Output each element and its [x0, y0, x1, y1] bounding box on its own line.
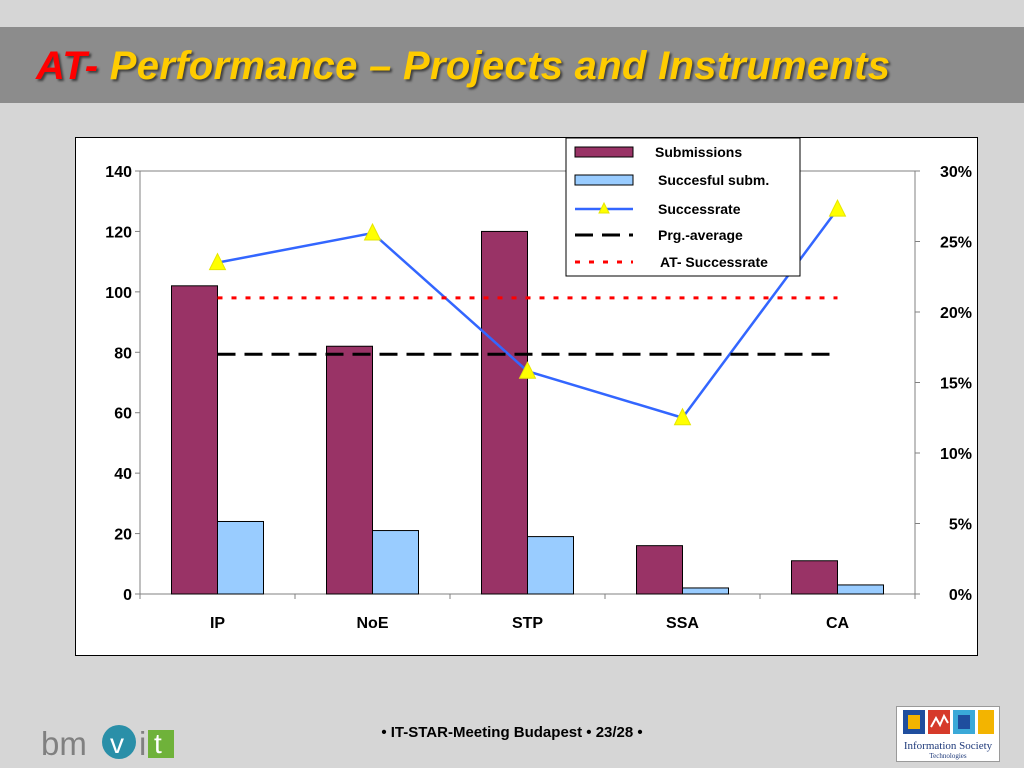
- bmvit-logo-text-bm: bm: [41, 725, 87, 762]
- successrate-marker: [518, 361, 537, 379]
- bar-submissions: [326, 345, 373, 595]
- slide-title: AT- Performance – Projects and Instrumen…: [36, 44, 890, 89]
- successrate-marker: [828, 198, 847, 217]
- x-axis-tick-label: CA: [826, 615, 850, 632]
- bmvit-logo-text-v: v: [110, 728, 124, 759]
- legend-label: Succesful subm.: [658, 172, 769, 188]
- title-prefix: AT-: [36, 44, 99, 88]
- bar-successful: [217, 520, 264, 595]
- left-axis-tick-label: 80: [114, 345, 132, 362]
- right-axis-tick-label: 10%: [940, 446, 972, 463]
- bar-successful: [837, 584, 884, 595]
- right-axis-tick-label: 5%: [949, 517, 972, 534]
- footer-text: • IT-STAR-Meeting Budapest • 23/28 •: [381, 724, 643, 741]
- bmvit-logo: bm v i t: [41, 725, 174, 762]
- bmvit-logo-text-i: i: [139, 725, 146, 762]
- left-axis-tick-label: 60: [114, 406, 132, 423]
- bar-successful: [372, 530, 419, 595]
- legend-label: AT- Successrate: [660, 254, 768, 270]
- bar-submissions: [791, 560, 838, 595]
- x-axis-tick-label: IP: [210, 615, 225, 632]
- ist-logo-subtext: Technologies: [929, 752, 966, 760]
- ist-logo-block-4: [978, 710, 994, 734]
- left-axis-tick-label: 140: [105, 164, 132, 181]
- ist-logo-arrow-1: [908, 715, 920, 729]
- title-main: Performance – Projects and Instruments: [109, 44, 891, 88]
- right-axis-tick-label: 30%: [940, 164, 972, 181]
- bar-submissions: [171, 285, 218, 595]
- legend-marker: [598, 201, 610, 214]
- x-axis-tick-label: NoE: [357, 615, 389, 632]
- bmvit-logo-text-t: t: [154, 728, 162, 759]
- bar-successful: [527, 536, 574, 595]
- x-axis-tick-label: SSA: [666, 615, 699, 632]
- successrate-marker: [208, 252, 227, 271]
- bar-submissions: [481, 230, 528, 595]
- legend-label: Submissions: [655, 144, 742, 160]
- ist-logo-wave: [930, 713, 949, 728]
- left-axis-tick-label: 0: [123, 587, 132, 604]
- legend: Submissions Succesful subm. Successrate Prg…: [565, 138, 801, 277]
- right-axis-tick-label: 25%: [940, 235, 972, 252]
- successrate-marker: [673, 407, 692, 426]
- ist-logo-block-3-inner: [958, 715, 970, 729]
- x-axis-tick-label: STP: [512, 615, 543, 632]
- chart: 0 20 40 60 80 100 120 140 0% 5% 10% 15% 20% 25% 30% IP N…: [105, 138, 972, 632]
- ist-logo: Information Society Technologies: [896, 706, 1000, 762]
- left-axis-tick-label: 20: [114, 527, 132, 544]
- left-axis-tick-label: 40: [114, 466, 132, 483]
- chart-panel: 0 20 40 60 80 100 120 140 0% 5% 10% 15% 20% 25% 30% IP N…: [75, 137, 978, 656]
- bar-successful: [682, 587, 729, 595]
- legend-label: Successrate: [658, 201, 741, 217]
- title-bar: [0, 27, 1024, 103]
- right-axis-tick-label: 20%: [940, 305, 972, 322]
- left-axis-tick-label: 100: [105, 285, 132, 302]
- successrate-marker: [363, 222, 382, 241]
- ist-logo-text: Information Society: [904, 740, 993, 752]
- legend-swatch: [574, 174, 634, 186]
- legend-swatch: [574, 146, 634, 158]
- bmvit-logo-square: [148, 730, 174, 758]
- right-axis-tick-label: 15%: [940, 376, 972, 393]
- left-axis-tick-label: 120: [105, 224, 132, 241]
- bar-submissions: [636, 545, 683, 595]
- right-axis-tick-label: 0%: [949, 587, 972, 604]
- bmvit-logo-circle: [102, 725, 136, 759]
- legend-label: Prg.-average: [658, 227, 743, 243]
